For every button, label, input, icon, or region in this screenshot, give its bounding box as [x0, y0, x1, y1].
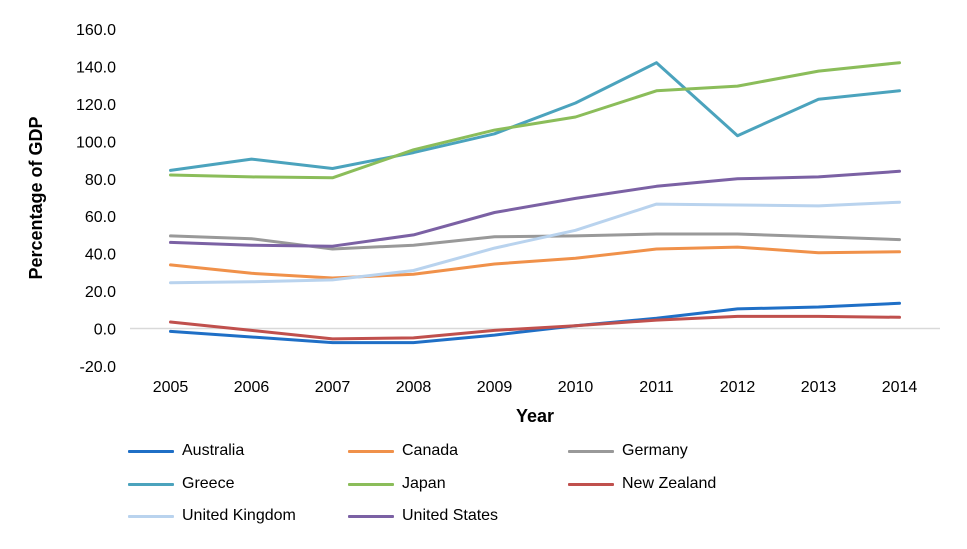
y-tick-label: 0.0 — [94, 322, 116, 339]
legend-swatch — [128, 449, 174, 453]
y-tick-label: 40.0 — [85, 247, 116, 264]
series-line-new-zealand — [169, 314, 901, 341]
series-line-greece — [169, 61, 901, 172]
legend-label: Canada — [402, 442, 459, 459]
x-tick-label: 2010 — [558, 379, 594, 396]
x-tick-label: 2008 — [396, 379, 432, 396]
y-tick-label: -20.0 — [80, 359, 117, 376]
legend-item: Japan — [348, 473, 446, 495]
y-tick-label: 20.0 — [85, 284, 116, 301]
legend-item: United States — [348, 505, 498, 527]
legend-label: Japan — [402, 475, 446, 492]
y-tick-label: 80.0 — [85, 172, 116, 189]
legend-label: United Kingdom — [182, 507, 296, 524]
y-axis-title: Percentage of GDP — [26, 116, 46, 279]
series-line-japan — [169, 61, 901, 180]
legend-item: United Kingdom — [128, 505, 296, 527]
legend-item: Germany — [568, 440, 688, 462]
legend-swatch — [128, 514, 174, 518]
legend-label: Greece — [182, 475, 235, 492]
x-tick-label: 2006 — [234, 379, 270, 396]
y-tick-label: 120.0 — [76, 97, 116, 114]
legend-swatch — [568, 449, 614, 453]
legend-swatch — [348, 514, 394, 518]
x-tick-label: 2009 — [477, 379, 513, 396]
legend-label: United States — [402, 507, 499, 524]
legend-swatch — [348, 482, 394, 486]
x-tick-label: 2005 — [153, 379, 189, 396]
x-tick-label: 2013 — [801, 379, 837, 396]
legend-swatch — [348, 449, 394, 453]
x-axis-tick-labels: 2005 2006 2007 2008 2009 2010 2011 2012 2013 2014 — [153, 379, 918, 396]
legend-item: Greece — [128, 473, 234, 495]
legend-swatch — [568, 482, 614, 486]
legend-swatch — [128, 482, 174, 486]
y-axis-tick-labels: 160.0 140.0 120.0 100.0 80.0 60.0 40.0 20.0 0.0 -… — [76, 22, 116, 376]
y-tick-label: 160.0 — [76, 22, 116, 39]
x-axis-title: Year — [516, 406, 554, 426]
x-tick-label: 2012 — [720, 379, 756, 396]
series-line-canada — [169, 245, 901, 280]
y-tick-label: 60.0 — [85, 209, 116, 226]
y-tick-label: 140.0 — [76, 59, 116, 76]
legend-item: New Zealand — [568, 473, 716, 495]
legend-label: Australia — [182, 442, 245, 459]
x-tick-label: 2011 — [639, 379, 674, 396]
legend-label: Germany — [622, 442, 688, 459]
series-line-united-kingdom — [169, 200, 901, 285]
series-lines — [169, 61, 901, 345]
legend-item: Canada — [348, 440, 458, 462]
x-tick-label: 2014 — [882, 379, 918, 396]
legend-item: Australia — [128, 440, 244, 462]
y-tick-label: 100.0 — [76, 134, 116, 151]
series-line-germany — [169, 232, 901, 251]
legend-label: New Zealand — [622, 475, 717, 492]
series-line-united-states — [169, 169, 901, 248]
x-tick-label: 2007 — [315, 379, 351, 396]
series-line-australia — [169, 301, 901, 345]
